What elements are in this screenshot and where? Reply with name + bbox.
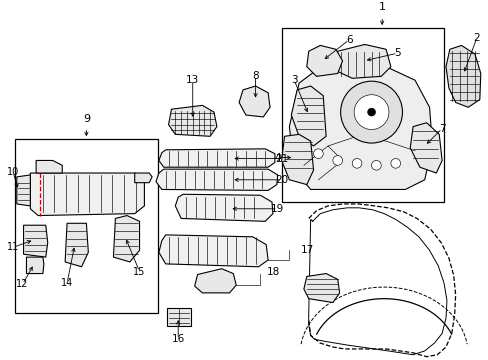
- Circle shape: [340, 81, 402, 143]
- Text: 18: 18: [266, 267, 280, 276]
- Polygon shape: [175, 194, 272, 221]
- Text: 3: 3: [290, 75, 297, 85]
- Polygon shape: [409, 123, 441, 173]
- Text: 7: 7: [438, 123, 445, 134]
- Text: 2: 2: [473, 33, 479, 43]
- Circle shape: [313, 149, 323, 158]
- Polygon shape: [335, 44, 390, 78]
- Polygon shape: [135, 173, 152, 183]
- Text: 17: 17: [301, 246, 314, 255]
- Text: 6: 6: [346, 35, 352, 45]
- Circle shape: [351, 158, 361, 168]
- Polygon shape: [156, 169, 277, 190]
- Circle shape: [371, 161, 381, 170]
- Polygon shape: [159, 149, 274, 167]
- Polygon shape: [291, 86, 325, 146]
- Text: 4: 4: [274, 153, 281, 163]
- Circle shape: [390, 158, 400, 168]
- Polygon shape: [306, 45, 342, 76]
- Polygon shape: [303, 274, 339, 302]
- Text: 9: 9: [82, 114, 90, 124]
- Text: 20: 20: [275, 175, 287, 185]
- Text: 12: 12: [17, 279, 29, 289]
- Polygon shape: [36, 161, 62, 173]
- Circle shape: [332, 156, 342, 165]
- Polygon shape: [166, 309, 190, 326]
- Text: 16: 16: [171, 334, 184, 344]
- Bar: [15, 139, 158, 313]
- Polygon shape: [23, 225, 48, 257]
- Text: 8: 8: [252, 71, 258, 81]
- Polygon shape: [26, 257, 44, 274]
- Polygon shape: [445, 45, 480, 107]
- Text: 1: 1: [378, 1, 385, 12]
- Polygon shape: [30, 173, 144, 216]
- Text: 11: 11: [7, 242, 19, 252]
- Polygon shape: [159, 235, 267, 267]
- Text: 15: 15: [133, 267, 145, 276]
- Polygon shape: [194, 269, 236, 293]
- Polygon shape: [65, 223, 88, 267]
- Text: 21: 21: [274, 153, 288, 163]
- Bar: [281, 28, 443, 202]
- Circle shape: [367, 108, 375, 116]
- Text: 10: 10: [7, 167, 19, 177]
- Polygon shape: [289, 64, 431, 189]
- Polygon shape: [168, 105, 217, 136]
- Polygon shape: [17, 175, 30, 206]
- Polygon shape: [239, 86, 269, 117]
- Text: 19: 19: [271, 204, 284, 214]
- Text: 5: 5: [393, 48, 400, 58]
- Circle shape: [353, 95, 388, 130]
- Polygon shape: [281, 134, 313, 185]
- Text: 13: 13: [186, 75, 199, 85]
- Polygon shape: [113, 216, 139, 262]
- Text: 14: 14: [61, 278, 73, 288]
